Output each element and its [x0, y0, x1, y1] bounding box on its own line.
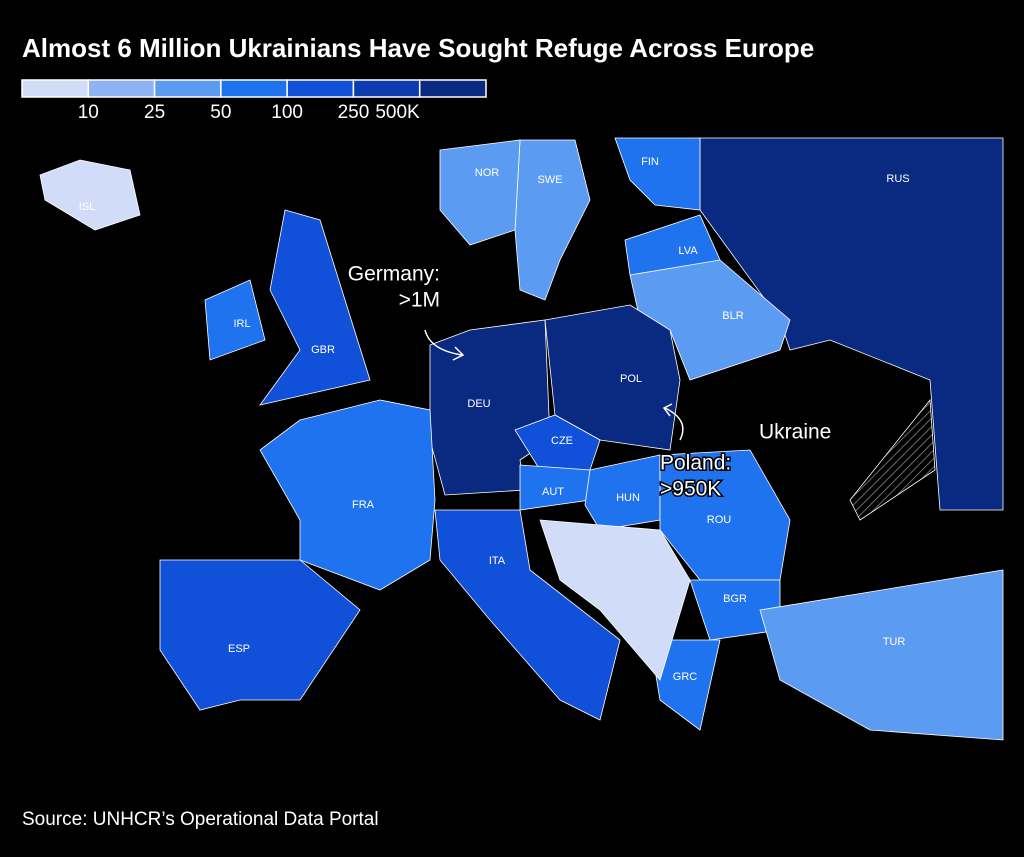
title: Almost 6 Million Ukrainians Have Sought … — [22, 33, 814, 63]
country-label: POL — [620, 373, 642, 385]
country-label: BLR — [722, 310, 743, 322]
country — [159, 559, 361, 711]
map — [39, 137, 1004, 741]
country — [649, 639, 721, 731]
country-label: CZE — [551, 435, 573, 447]
annotation: >1M — [399, 289, 440, 312]
source: Source: UNHCR’s Operational Data Portal — [22, 809, 379, 830]
legend-label: 25 — [144, 102, 165, 123]
country-label: RUS — [886, 173, 909, 185]
country — [39, 159, 141, 231]
annotation: >950K — [660, 478, 721, 501]
legend-label: 50 — [210, 102, 231, 123]
country — [434, 509, 621, 721]
legend-swatch — [153, 79, 222, 98]
country — [259, 399, 436, 591]
country — [204, 279, 266, 361]
country-label: TUR — [883, 636, 906, 648]
country-label: FRA — [352, 499, 375, 511]
country — [614, 137, 701, 211]
ukraine-label: Ukraine — [759, 421, 831, 444]
annotations — [424, 329, 684, 441]
legend-swatch — [352, 79, 421, 98]
country — [584, 454, 661, 531]
country-label: HUN — [616, 492, 640, 504]
annotation: Poland: — [660, 452, 731, 475]
country — [429, 319, 551, 496]
country-label: LVA — [678, 245, 698, 257]
country-label: BGR — [723, 593, 747, 605]
country — [259, 209, 371, 406]
legend-label: 250 — [338, 102, 370, 123]
legend-label: 100 — [271, 102, 303, 123]
country-label: IRL — [233, 318, 250, 330]
country-label: AUT — [542, 486, 564, 498]
legend-label: 10 — [78, 102, 99, 123]
country-label: GBR — [311, 344, 335, 356]
legend-swatch — [21, 79, 90, 98]
country — [514, 414, 601, 471]
country-label: NOR — [475, 167, 500, 179]
legend: 10 25 50 100 250 500K — [21, 79, 487, 123]
country-label: GRC — [673, 671, 698, 683]
country-label: ITA — [489, 555, 506, 567]
annotation: Germany: — [348, 263, 440, 286]
legend-swatch — [220, 79, 288, 98]
country-labels: RUS FIN SWE NOR ISL LVA BLR IRL GBR DEU … — [79, 156, 910, 683]
country-label: DEU — [467, 398, 490, 410]
country — [514, 139, 591, 301]
legend-swatch — [286, 79, 355, 98]
legend-label: 500K — [375, 102, 420, 123]
country-label: ROU — [707, 514, 732, 526]
country-label: SWE — [537, 174, 562, 186]
legend-swatch — [87, 79, 156, 98]
country-label: ISL — [79, 201, 96, 213]
country — [699, 137, 1004, 511]
country — [759, 569, 1004, 741]
legend-swatch — [418, 79, 487, 98]
country-label: ESP — [228, 643, 250, 655]
country-label: FIN — [641, 156, 659, 168]
country — [439, 139, 521, 246]
